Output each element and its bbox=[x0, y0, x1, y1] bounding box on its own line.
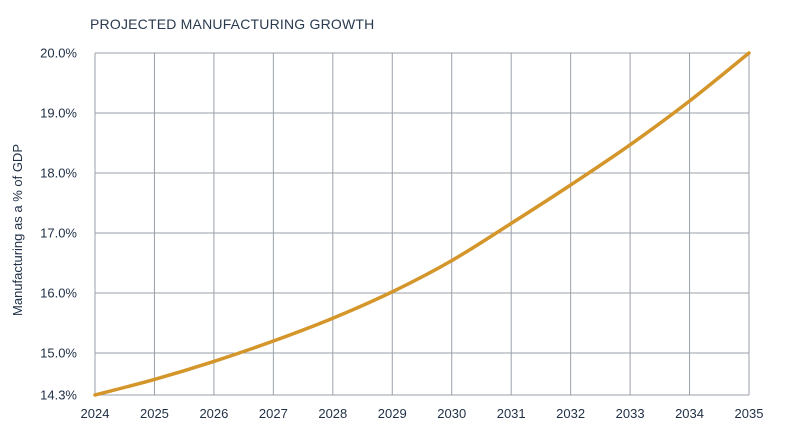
x-tick-label: 2031 bbox=[497, 406, 526, 421]
y-axis-title: Manufacturing as a % of GDP bbox=[10, 144, 25, 316]
x-tick-label: 2034 bbox=[675, 406, 704, 421]
y-tick-label: 19.0% bbox=[40, 106, 77, 121]
series-layer bbox=[93, 51, 751, 397]
x-tick-label: 2032 bbox=[556, 406, 585, 421]
x-tick-label: 2030 bbox=[437, 406, 466, 421]
y-axis-tick-labels: 14.3% 15.0% 16.0% 17.0% 18.0% 19.0% 20.0% bbox=[40, 46, 77, 403]
y-tick-label: 20.0% bbox=[40, 46, 77, 61]
x-tick-label: 2029 bbox=[378, 406, 407, 421]
x-tick-label: 2026 bbox=[199, 406, 228, 421]
x-tick-label: 2033 bbox=[616, 406, 645, 421]
y-tick-label: 15.0% bbox=[40, 346, 77, 361]
y-tick-label: 16.0% bbox=[40, 286, 77, 301]
x-tick-label: 2028 bbox=[318, 406, 347, 421]
y-tick-label: 17.0% bbox=[40, 226, 77, 241]
y-tick-label: 14.3% bbox=[40, 388, 77, 403]
chart-title: PROJECTED MANUFACTURING GROWTH bbox=[90, 16, 374, 32]
y-tick-label: 18.0% bbox=[40, 166, 77, 181]
x-tick-label: 2025 bbox=[140, 406, 169, 421]
x-tick-label: 2035 bbox=[735, 406, 764, 421]
series-line bbox=[93, 51, 751, 397]
x-tick-label: 2027 bbox=[259, 406, 288, 421]
grid bbox=[94, 52, 750, 396]
x-axis-tick-labels: 2024 2025 2026 2027 2028 2029 2030 2031 2032 2033… bbox=[81, 406, 764, 421]
x-tick-label: 2024 bbox=[81, 406, 110, 421]
